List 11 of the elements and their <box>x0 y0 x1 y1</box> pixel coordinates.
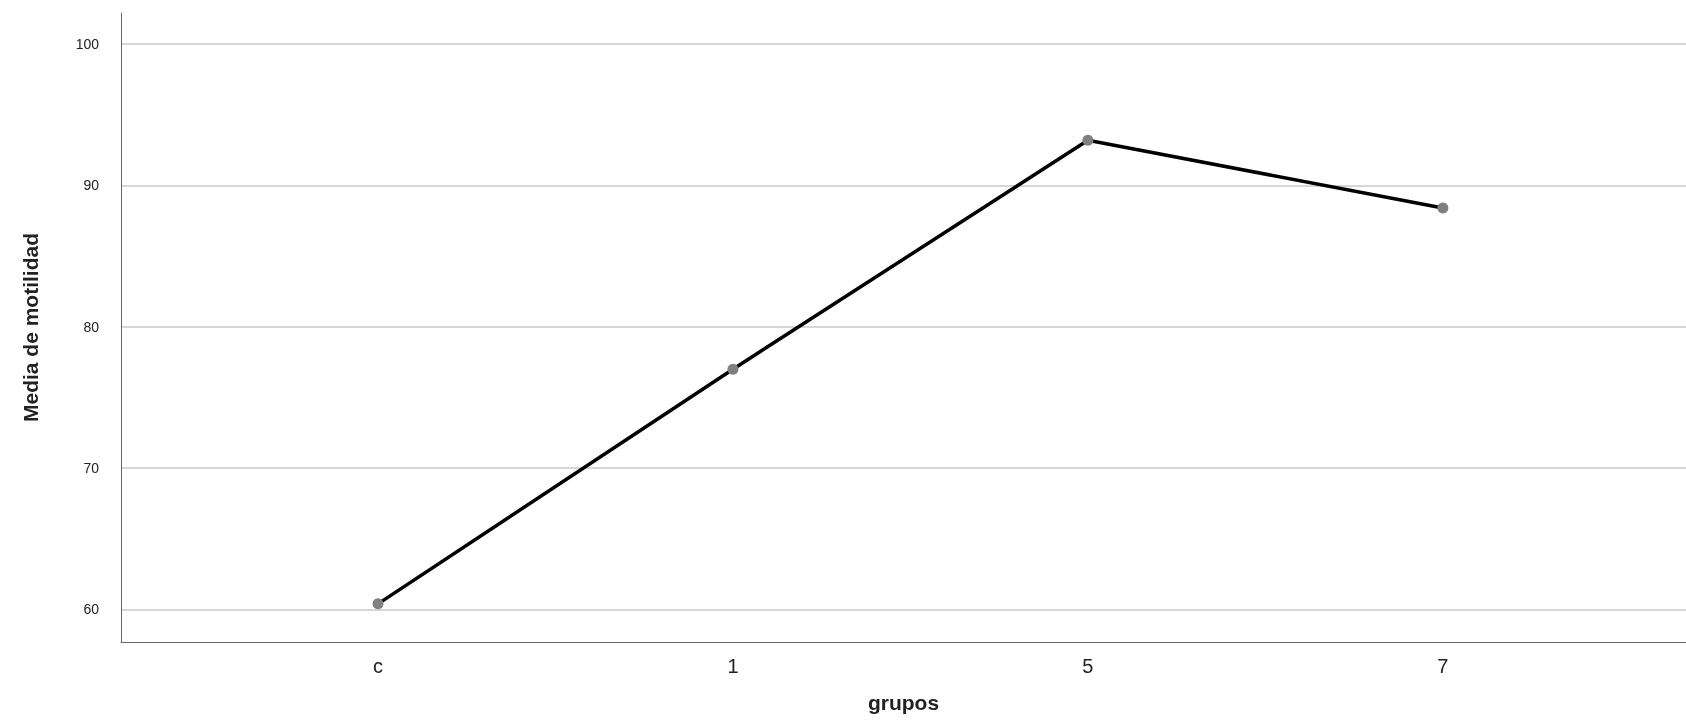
y-tick-label: 70 <box>83 460 100 477</box>
x-axis-title: grupos <box>867 691 940 714</box>
y-tick-label: 100 <box>75 36 100 53</box>
y-axis-title: Media de motilidad <box>19 232 42 423</box>
y-tick-label: 90 <box>83 177 100 194</box>
x-tick-label: 7 <box>1437 655 1449 677</box>
x-tick-label: 5 <box>1082 655 1094 677</box>
y-tick-label: 60 <box>83 601 100 618</box>
x-tick-label: c <box>372 655 383 677</box>
y-tick-label: 80 <box>83 318 100 335</box>
x-tick-label: 1 <box>727 655 739 677</box>
